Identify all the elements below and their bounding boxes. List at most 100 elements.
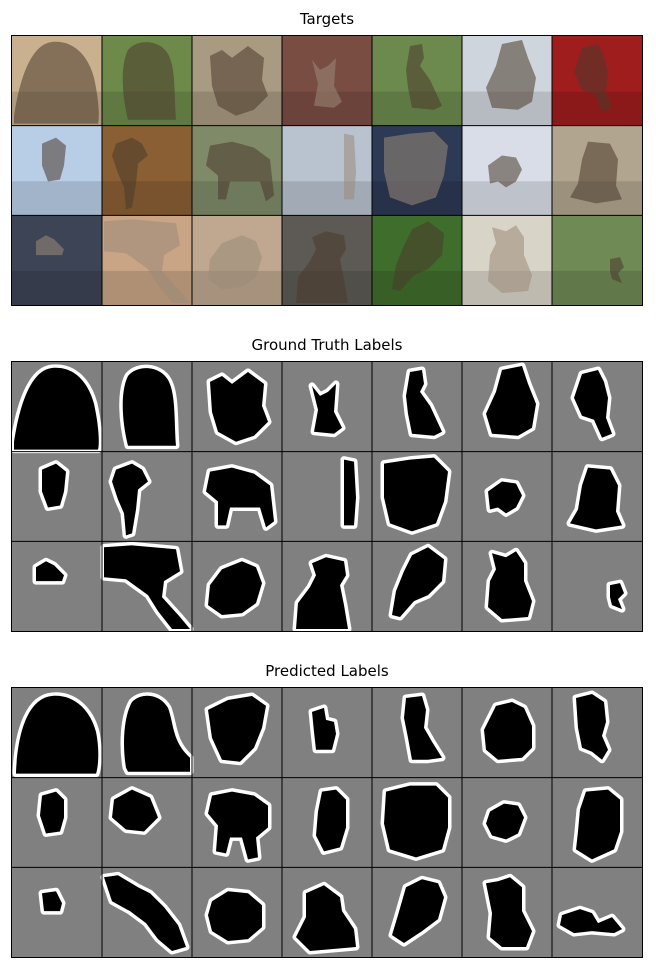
dog-icon bbox=[14, 41, 99, 124]
truth-boundary-r2-c6 bbox=[484, 478, 526, 517]
truth-foreground-r1-c6 bbox=[486, 365, 536, 436]
target-photo-r3-c7-dog bbox=[552, 215, 642, 305]
target-photo-r3-c3-cat bbox=[192, 215, 282, 305]
dog-icon bbox=[112, 137, 148, 210]
truth-boundary-r3-c7 bbox=[606, 579, 628, 613]
pred-mask-r1-c5 bbox=[400, 692, 446, 764]
target-photo-r1-c1-dog bbox=[12, 36, 102, 126]
pred-foreground-r1-c1 bbox=[16, 695, 99, 774]
target-photo-r1-c7-dog bbox=[552, 36, 642, 126]
panel-title-ground-truth: Ground Truth Labels bbox=[251, 336, 403, 354]
pred-mask-r1-c3 bbox=[204, 692, 270, 766]
pred-mask-r2-c2 bbox=[108, 786, 162, 835]
truth-foreground-r1-c4 bbox=[312, 383, 342, 434]
pred-foreground-r3-c4 bbox=[296, 885, 356, 952]
truth-boundary-r3-c6 bbox=[484, 547, 536, 623]
pred-mask-r3-c4 bbox=[292, 881, 360, 955]
truth-mask-r3-c7 bbox=[606, 579, 628, 613]
dog-icon bbox=[570, 141, 622, 204]
cat-icon bbox=[312, 57, 342, 108]
target-photo-r2-c6-dog bbox=[462, 125, 552, 216]
pred-foreground-r2-c5 bbox=[384, 785, 448, 858]
dog-icon bbox=[486, 39, 536, 110]
truth-mask-r3-c4 bbox=[292, 553, 352, 631]
cat-icon bbox=[208, 235, 262, 290]
pred-foreground-r3-c5 bbox=[392, 879, 444, 944]
predicted-grid bbox=[11, 687, 643, 958]
dog-icon bbox=[122, 42, 176, 120]
truth-mask-r2-c5 bbox=[380, 454, 452, 535]
truth-foreground-r2-c5 bbox=[384, 457, 448, 532]
pred-foreground-r2-c2 bbox=[112, 789, 158, 832]
truth-foreground-r1-c2 bbox=[122, 368, 176, 446]
truth-mask-r3-c2 bbox=[100, 541, 194, 631]
truth-foreground-r3-c2 bbox=[104, 545, 190, 630]
truth-foreground-r3-c3 bbox=[208, 561, 262, 616]
dog-icon bbox=[392, 221, 444, 292]
truth-mask-r2-c3 bbox=[202, 464, 278, 531]
pred-foreground-r3-c1 bbox=[42, 891, 62, 912]
panel-title-predicted: Predicted Labels bbox=[265, 662, 389, 680]
pred-mask-r2-c6 bbox=[482, 800, 528, 843]
pred-mask-r2-c7 bbox=[572, 786, 624, 863]
truth-foreground-r1-c1 bbox=[14, 367, 99, 450]
truth-mask-r2-c4 bbox=[340, 456, 360, 529]
dog-icon bbox=[210, 45, 268, 116]
pred-mask-r2-c5 bbox=[380, 782, 452, 861]
target-photo-r1-c2-dog bbox=[102, 36, 192, 126]
dog-icon bbox=[206, 141, 274, 202]
truth-mask-r2-c1 bbox=[38, 460, 70, 511]
truth-mask-r3-c1 bbox=[32, 557, 68, 585]
pred-foreground-r3-c3 bbox=[208, 891, 262, 942]
pred-foreground-r2-c1 bbox=[40, 791, 64, 834]
truth-foreground-r3-c1 bbox=[36, 561, 64, 582]
target-photo-r2-c7-dog bbox=[552, 125, 642, 216]
truth-mask-r2-c6 bbox=[484, 478, 526, 517]
pred-foreground-r2-c7 bbox=[576, 789, 620, 860]
target-photo-r2-c2-dog bbox=[102, 125, 192, 216]
truth-foreground-r2-c4 bbox=[344, 459, 356, 526]
target-photo-r2-c1-dog bbox=[12, 125, 102, 216]
truth-boundary-r1-c5 bbox=[402, 366, 446, 440]
pred-mask-r3-c2 bbox=[100, 871, 190, 955]
pred-foreground-r1-c5 bbox=[404, 695, 442, 760]
truth-boundary-r1-c7 bbox=[570, 366, 616, 442]
truth-mask-r2-c2 bbox=[108, 460, 152, 539]
target-photo-r3-c1-cat bbox=[12, 215, 102, 305]
target-photo-r2-c3-dog bbox=[192, 125, 282, 216]
pred-boundary-r3-c6 bbox=[482, 873, 536, 951]
pred-mask-r1-c2 bbox=[120, 692, 194, 776]
pred-foreground-r1-c7 bbox=[576, 693, 608, 760]
truth-mask-r1-c2 bbox=[119, 364, 180, 450]
panel-title-targets: Targets bbox=[299, 10, 355, 28]
truth-mask-r1-c4 bbox=[308, 380, 346, 438]
truth-mask-r3-c3 bbox=[204, 557, 266, 619]
truth-mask-r1-c5 bbox=[402, 366, 446, 440]
truth-foreground-r3-c6 bbox=[488, 551, 532, 620]
pred-foreground-r1-c6 bbox=[484, 701, 532, 760]
targets-image-grid bbox=[12, 36, 642, 305]
truth-foreground-r3-c5 bbox=[392, 547, 444, 618]
pred-boundary-r1-c6 bbox=[480, 698, 536, 764]
pred-mask-r1-c7 bbox=[572, 690, 612, 764]
cat-icon bbox=[384, 131, 448, 206]
pred-foreground-r1-c3 bbox=[208, 695, 266, 762]
pred-foreground-r2-c3 bbox=[208, 791, 268, 860]
target-photo-r1-c3-dog bbox=[192, 36, 282, 126]
target-photo-r1-c6-dog bbox=[462, 36, 552, 126]
pred-foreground-r3-c6 bbox=[486, 877, 532, 948]
truth-mask-r3-c5 bbox=[388, 543, 448, 621]
cat-icon bbox=[488, 225, 532, 294]
target-photo-r3-c4-dog bbox=[282, 215, 372, 305]
pred-boundary-r2-c3 bbox=[204, 788, 272, 863]
dog-icon bbox=[406, 43, 442, 110]
cat-icon bbox=[36, 235, 64, 256]
predicted-mask-grid bbox=[12, 688, 642, 957]
truth-boundary-r1-c6 bbox=[482, 362, 540, 440]
dog-icon bbox=[296, 231, 348, 304]
pred-foreground-r2-c4 bbox=[316, 789, 346, 852]
truth-boundary-r3-c4 bbox=[292, 553, 352, 631]
ground-truth-mask-grid bbox=[12, 362, 642, 631]
truth-foreground-r1-c7 bbox=[574, 369, 612, 438]
pred-foreground-r3-c7 bbox=[560, 909, 622, 934]
